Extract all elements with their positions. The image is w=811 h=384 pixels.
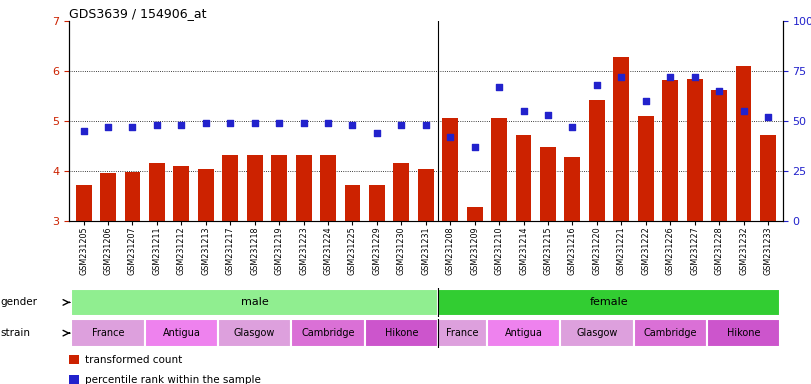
Bar [291,319,365,347]
Text: gender: gender [1,297,38,308]
Bar [466,207,483,221]
Bar [369,185,385,221]
Bar [687,79,702,221]
Bar [736,66,752,221]
Bar [760,135,776,221]
Point [200,120,212,126]
Bar [296,155,311,221]
Bar [491,118,507,221]
Point [615,74,628,80]
Point [346,122,359,128]
Bar [100,174,116,221]
Bar [71,319,144,347]
Bar [438,289,780,316]
Bar [345,185,360,221]
Point [321,120,334,126]
Point [101,124,114,130]
Point [175,122,188,128]
Bar [711,90,727,221]
Point [419,122,432,128]
Point [737,108,750,114]
Bar [320,155,336,221]
Bar [69,375,79,384]
Point [224,120,237,126]
Point [150,122,163,128]
Text: Hikone: Hikone [727,328,760,338]
Bar [75,185,92,221]
Bar [438,319,487,347]
Point [492,84,505,90]
Text: Hikone: Hikone [384,328,418,338]
Text: transformed count: transformed count [85,355,182,365]
Point [126,124,139,130]
Point [77,128,90,134]
Bar [707,319,780,347]
Point [639,98,652,104]
Point [517,108,530,114]
Point [468,144,481,150]
Point [542,112,555,118]
Point [663,74,676,80]
Point [272,120,285,126]
Point [371,130,384,136]
Text: Glasgow: Glasgow [576,328,617,338]
Bar [418,169,434,221]
Point [395,122,408,128]
Bar [71,289,438,316]
Bar [365,319,438,347]
Bar [247,155,263,221]
Text: France: France [446,328,478,338]
Bar [271,155,287,221]
Bar [125,172,140,221]
Text: GDS3639 / 154906_at: GDS3639 / 154906_at [69,7,207,20]
Point [566,124,579,130]
Bar [144,319,218,347]
Point [297,120,310,126]
Text: male: male [241,297,268,308]
Bar [218,319,291,347]
Bar [613,57,629,221]
Text: Antigua: Antigua [162,328,200,338]
Bar [663,80,678,221]
Point [248,120,261,126]
Bar [589,100,605,221]
Bar [564,157,581,221]
Text: Cambridge: Cambridge [643,328,697,338]
Bar [198,169,214,221]
Bar [149,164,165,221]
Bar [442,118,458,221]
Bar [637,116,654,221]
Text: Glasgow: Glasgow [234,328,276,338]
Bar [174,166,189,221]
Text: strain: strain [1,328,31,338]
Text: Antigua: Antigua [504,328,543,338]
Point [590,82,603,88]
Bar [633,319,707,347]
Text: percentile rank within the sample: percentile rank within the sample [85,375,261,384]
Text: female: female [590,297,629,308]
Bar [69,355,79,364]
Bar [487,319,560,347]
Bar [560,319,633,347]
Text: Cambridge: Cambridge [301,328,354,338]
Bar [393,164,410,221]
Point [713,88,726,94]
Text: France: France [92,328,124,338]
Point [762,114,775,120]
Point [444,134,457,140]
Point [689,74,702,80]
Bar [540,147,556,221]
Bar [222,155,238,221]
Bar [516,135,531,221]
